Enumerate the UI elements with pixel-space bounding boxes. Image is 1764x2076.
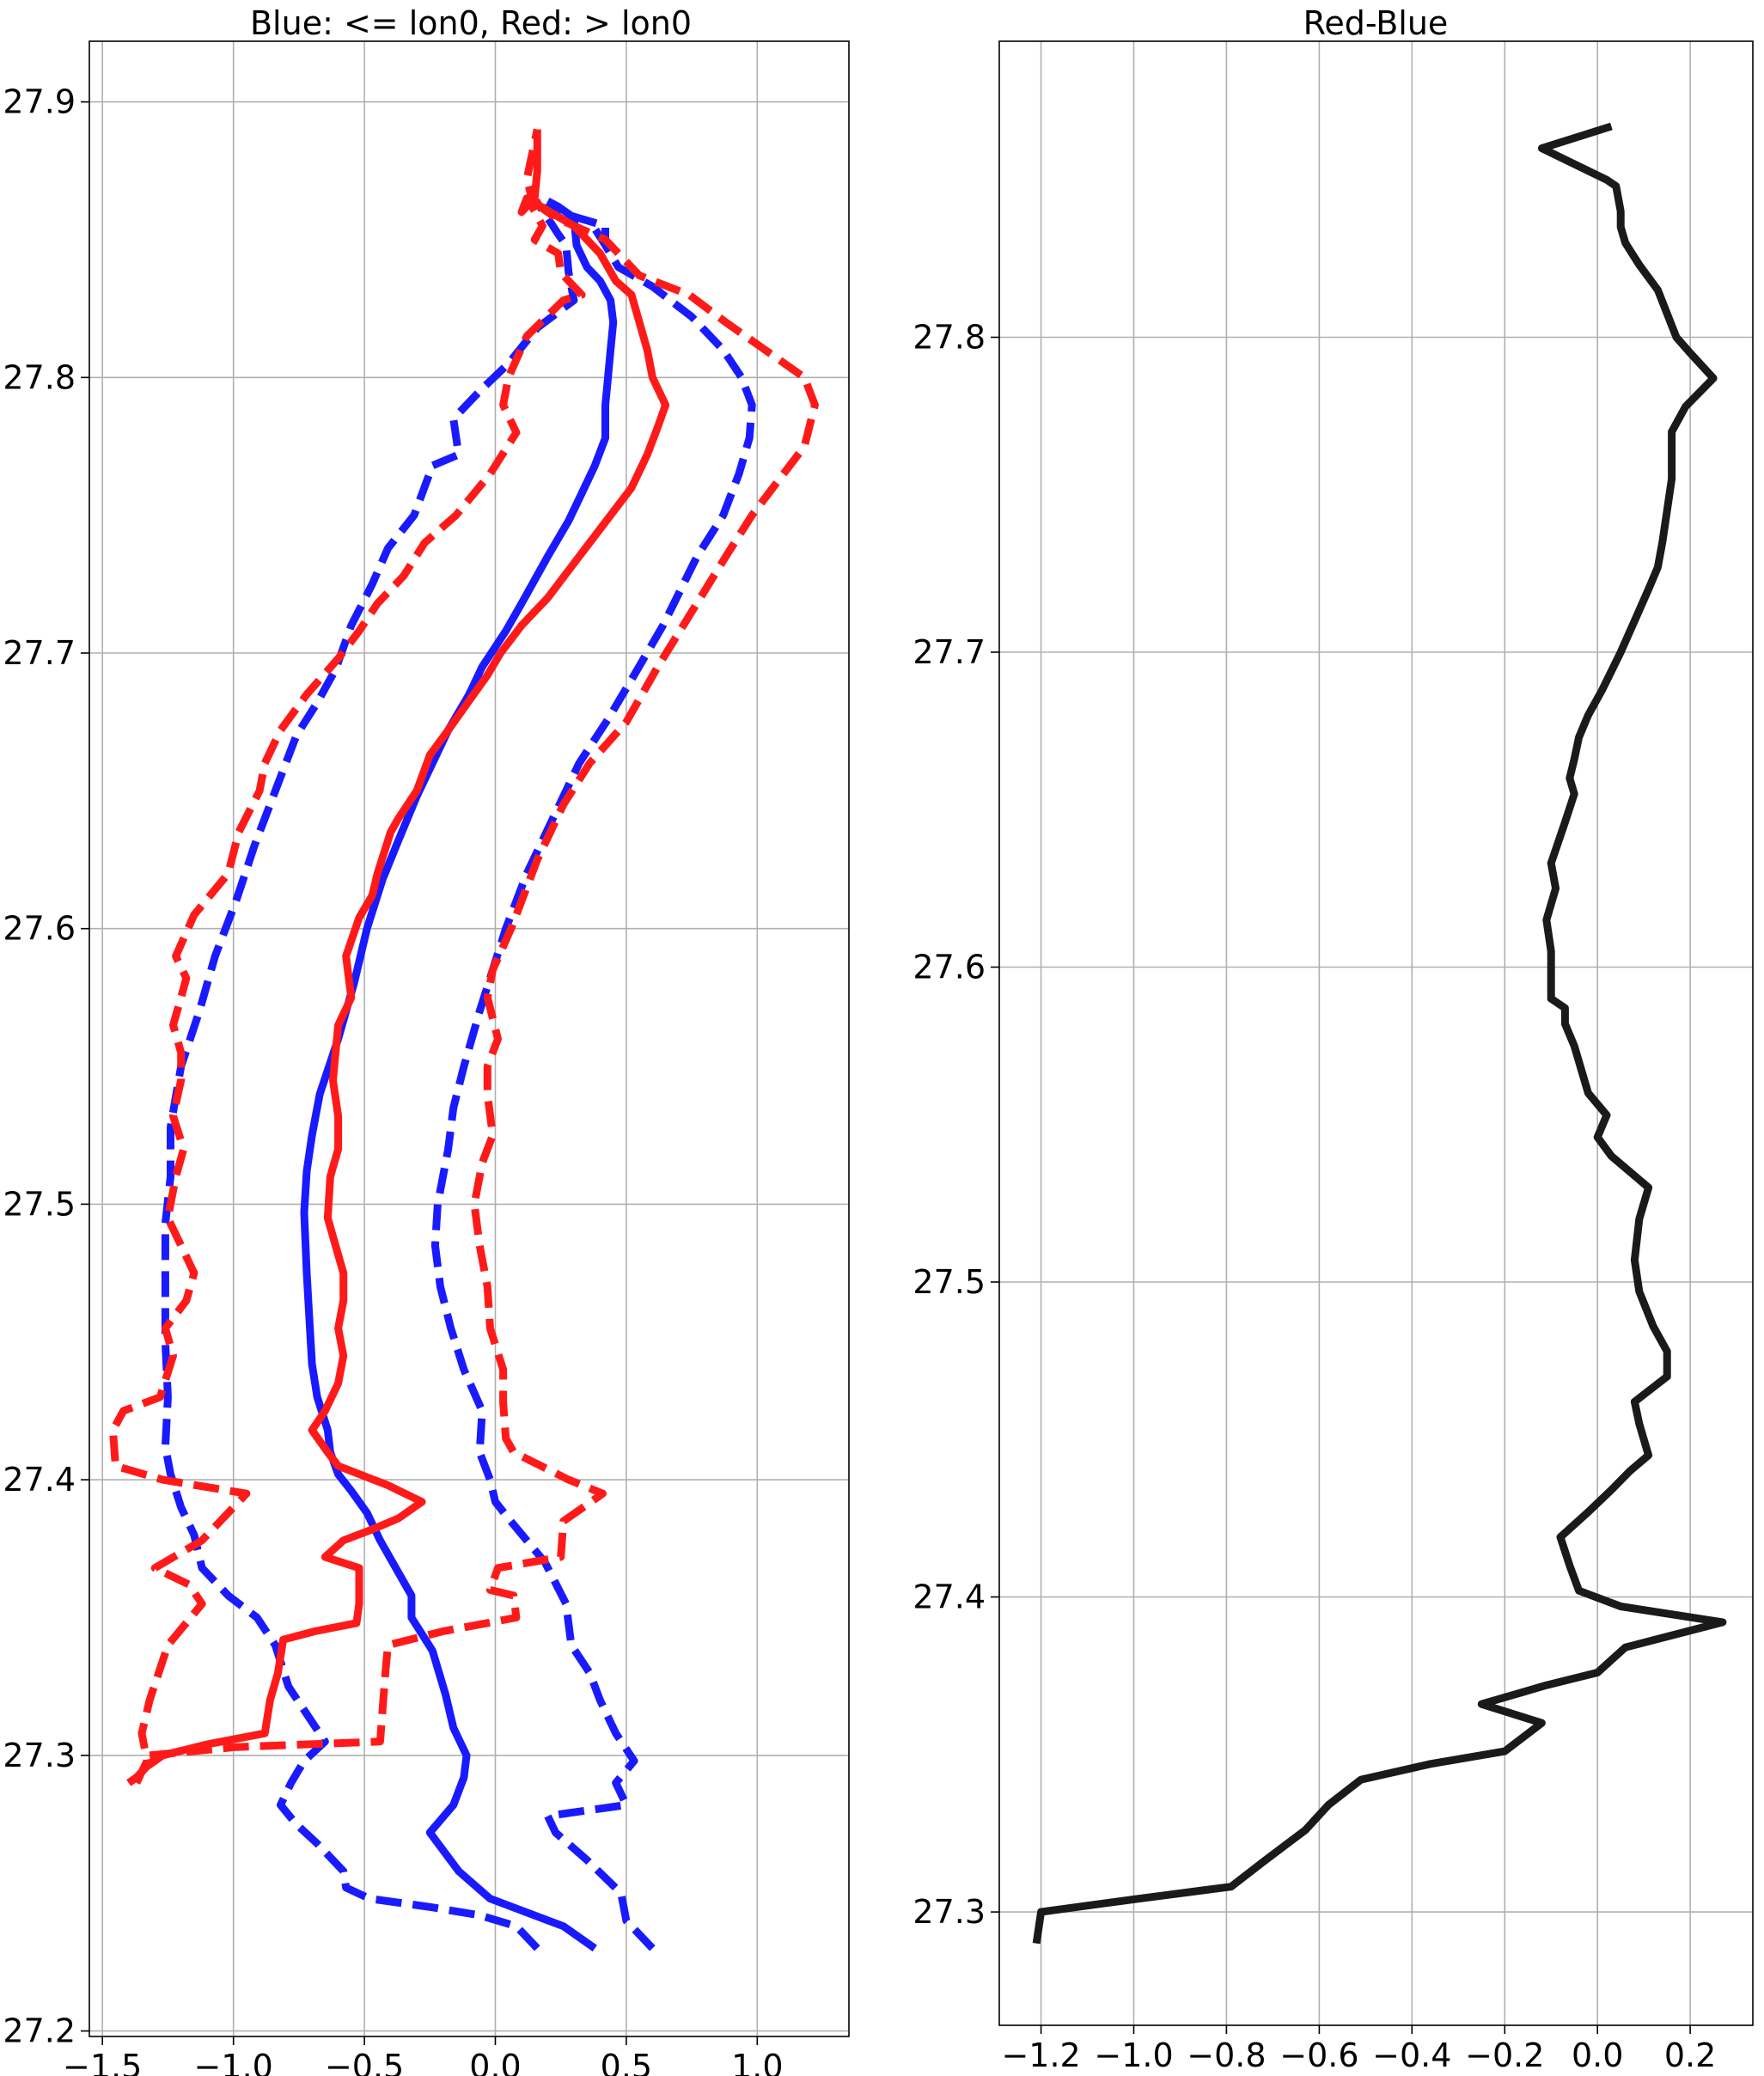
right-x-tick-label: 0.0: [1572, 2036, 1623, 2074]
left-y-tick-label: 27.6: [3, 910, 76, 948]
right-x-tick-label: −0.6: [1279, 2036, 1358, 2074]
left-series-line-4: [126, 129, 670, 1786]
left-x-tick-label: −0.5: [325, 2048, 404, 2076]
right-y-tick-label: 27.4: [913, 1578, 986, 1616]
left-y-tick-label: 27.5: [3, 1185, 76, 1223]
left-plot-frame: [89, 40, 850, 2037]
left-x-tick-label: 0.0: [469, 2048, 521, 2076]
left-y-tick-label: 27.3: [3, 1737, 76, 1774]
left-y-tick-label: 27.7: [3, 634, 76, 672]
left-grid: [89, 41, 849, 2036]
left-chart: Blue: <= lon0, Red: > lon0 −1.5 −1.0 −0.5 0…: [3, 4, 850, 2076]
left-series-group: [108, 128, 819, 1952]
right-series-line-1: [1032, 122, 1727, 1945]
right-series-group: [1032, 122, 1727, 1945]
left-x-tick-label: −1.5: [63, 2048, 142, 2076]
right-x-tick-label: −1.2: [1001, 2036, 1080, 2074]
right-x-tick-label: 0.2: [1664, 2036, 1716, 2074]
left-x-tick-label: −1.0: [194, 2048, 273, 2076]
right-y-tick-label: 27.6: [913, 949, 986, 986]
right-y-tick-label: 27.8: [913, 319, 986, 357]
right-x-tick-label: −1.0: [1094, 2036, 1173, 2074]
right-y-tick-label: 27.5: [913, 1263, 986, 1301]
right-plot-frame: [998, 40, 1754, 2026]
right-x-tick-label: −0.8: [1187, 2036, 1266, 2074]
left-x-tick-label: 1.0: [731, 2048, 783, 2076]
left-series-line-5: [108, 128, 586, 1785]
right-x-tick-label: −0.2: [1465, 2036, 1544, 2074]
right-y-tick-label: 27.3: [913, 1893, 986, 1931]
right-chart-title: Red-Blue: [1303, 4, 1449, 42]
left-series-line-2: [161, 202, 609, 1951]
left-x-tick-label: 0.5: [601, 2048, 652, 2076]
left-y-tick-label: 27.4: [3, 1461, 76, 1499]
right-y-tick-label: 27.7: [913, 633, 986, 671]
right-x-tick-label: −0.4: [1372, 2036, 1451, 2074]
left-y-tick-label: 27.2: [3, 2012, 76, 2050]
left-series-line-3: [430, 226, 756, 1951]
right-chart: Red-Blue −1.2 −1.0 −0.8 −0.6 −0.4 −0.2 0.0 0.2 2…: [913, 4, 1754, 2074]
left-chart-title: Blue: <= lon0, Red: > lon0: [250, 4, 692, 42]
left-y-tick-label: 27.8: [3, 358, 76, 396]
left-series-line-6: [149, 187, 819, 1760]
left-y-tick-label: 27.9: [3, 83, 76, 121]
